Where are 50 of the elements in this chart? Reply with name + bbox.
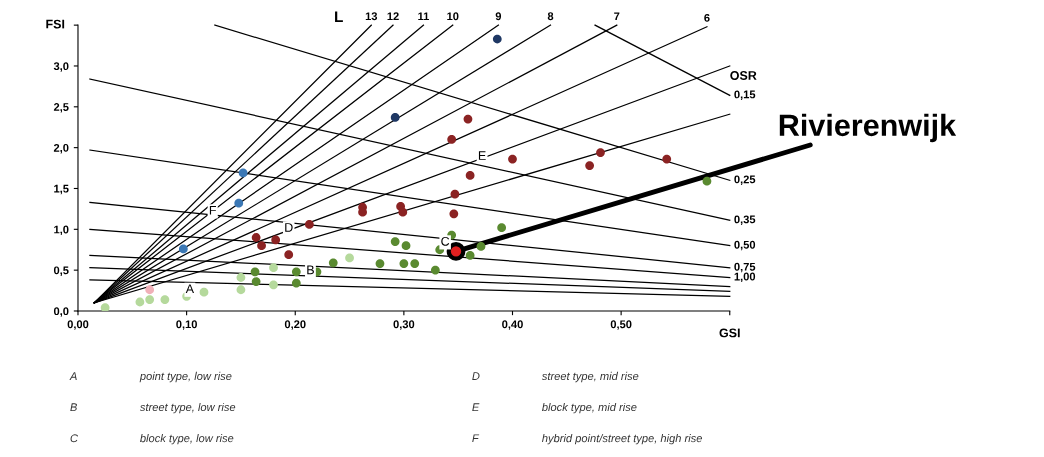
series-label: 9 — [495, 12, 502, 21]
y-tick-label: 0,5 — [53, 266, 69, 276]
series-label: 13 — [365, 12, 378, 21]
series-label: 1,00 — [734, 272, 756, 283]
y-tick-label: 1,0 — [54, 225, 69, 236]
text: street type, low rise — [139, 402, 236, 414]
text: F — [472, 434, 480, 443]
annotation: E — [478, 151, 486, 160]
x-tick-label: 0,40 — [502, 320, 523, 330]
series-label: 11 — [418, 12, 429, 21]
text: A — [69, 372, 77, 380]
text: E — [472, 403, 480, 411]
series-label: 7 — [614, 12, 620, 21]
x-tick-label: 0,50 — [610, 320, 632, 330]
series-label: 10 — [447, 12, 459, 21]
series-label: 12 — [387, 12, 399, 21]
x-tick-label: 0,00 — [67, 320, 89, 330]
text: OSR — [730, 71, 757, 80]
x-tick-label: 0,20 — [284, 320, 306, 330]
text: L — [335, 11, 343, 22]
annotation: D — [285, 223, 293, 232]
text: Rivierenwijk — [779, 113, 957, 143]
text: hybrid point/street type, high rise — [542, 434, 702, 445]
text: D — [472, 372, 480, 380]
y-tick-label: 2,0 — [53, 143, 69, 154]
text: street type, mid rise — [541, 371, 639, 383]
text: block type, mid rise — [541, 402, 637, 414]
series-label: 0,75 — [734, 262, 756, 273]
series-label: 0,35 — [734, 215, 756, 225]
text: block type, low rise — [140, 434, 234, 445]
annotation: B — [307, 265, 314, 275]
x-tick-label: 0,30 — [393, 320, 415, 330]
annotation: F — [209, 205, 216, 215]
series-label: 0,25 — [734, 175, 756, 185]
y-tick-label: 2,5 — [53, 103, 69, 113]
x-tick-label: 0,10 — [176, 320, 197, 330]
text: B — [70, 403, 77, 411]
series-label: 0,15 — [734, 90, 756, 100]
y-tick-label: 1,5 — [54, 184, 69, 195]
annotation: A — [185, 284, 195, 293]
series-label: 8 — [547, 12, 554, 21]
text: point type, low rise — [139, 371, 232, 383]
y-tick-label: 0,0 — [53, 307, 69, 317]
y-tick-label: 3,0 — [53, 62, 69, 72]
series-label: 0,50 — [734, 240, 756, 251]
text: C — [70, 434, 79, 443]
annotation: C — [441, 236, 450, 246]
y-axis-title: FSI — [46, 19, 65, 29]
x-axis-title: GSI — [719, 328, 740, 338]
series-label: 6 — [704, 13, 710, 22]
